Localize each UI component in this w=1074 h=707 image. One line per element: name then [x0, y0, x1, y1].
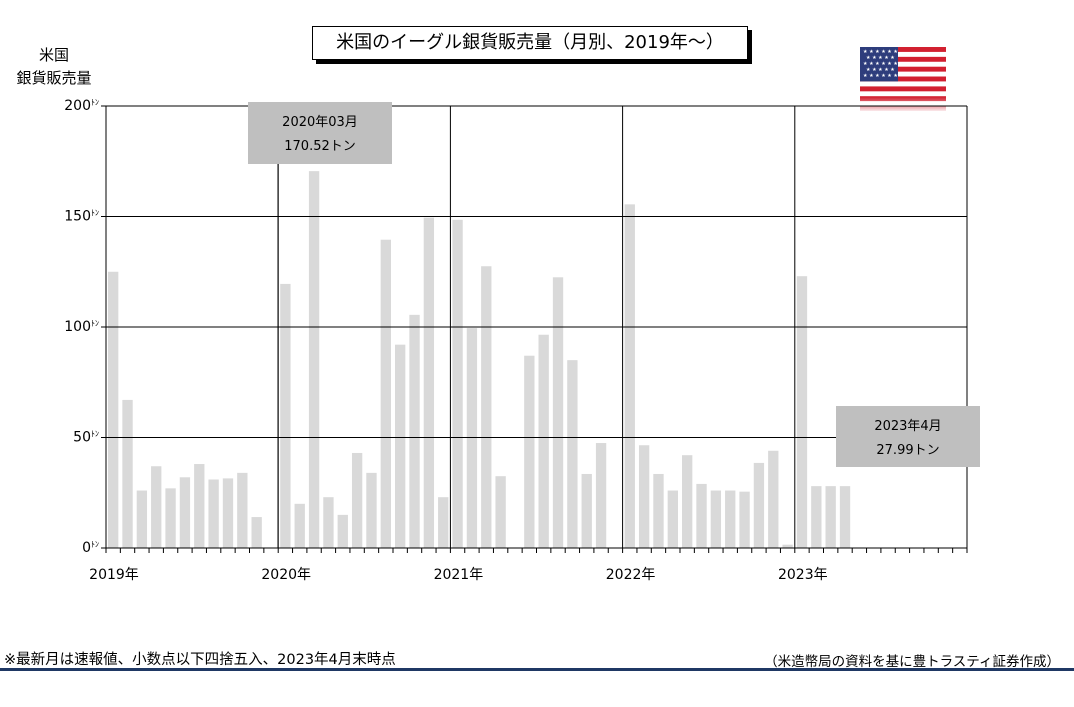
bar-2020-01	[280, 283, 291, 548]
bar-2022-04	[667, 490, 678, 548]
bar-2021-10	[581, 473, 592, 548]
annotation-date: 2023年4月	[874, 419, 941, 434]
bar-2020-10	[409, 314, 420, 548]
bar-2023-01	[796, 276, 808, 548]
x-tick-label: 2020年	[261, 567, 311, 583]
bar-2021-06	[524, 355, 535, 548]
annotation-box	[836, 406, 980, 467]
bar-2023-03	[825, 486, 836, 548]
bar-2019-07	[194, 464, 205, 548]
annotation-box	[248, 102, 392, 164]
svg-text:★ ★ ★ ★ ★ ★: ★ ★ ★ ★ ★ ★	[863, 49, 898, 55]
bar-2022-05	[682, 455, 693, 548]
bar-2020-08	[380, 239, 391, 548]
bar-2021-02	[466, 328, 478, 548]
svg-text:★ ★ ★ ★ ★ ★: ★ ★ ★ ★ ★ ★	[863, 73, 898, 79]
y-tick-unit: ﾄﾝ	[91, 98, 99, 107]
bar-2021-01	[452, 219, 463, 548]
bar-2021-09	[567, 360, 578, 548]
bar-2022-06	[696, 483, 707, 548]
footer-rule	[0, 668, 1074, 671]
x-tick-label: 2022年	[606, 567, 656, 583]
y-tick-label: 50ﾄﾝ	[73, 430, 99, 446]
annotation-value: 170.52トン	[284, 139, 356, 154]
bar-2022-11	[768, 450, 779, 548]
bar-2021-03	[481, 266, 492, 548]
y-axis-label: 米国 銀貨販売量	[16, 46, 92, 87]
grid-layer	[106, 105, 968, 548]
svg-text:★ ★ ★ ★ ★: ★ ★ ★ ★ ★	[866, 67, 895, 73]
footnote-source: （米造幣局の資料を基に豊トラスティ証券作成）	[764, 654, 1060, 670]
bar-2019-06	[179, 477, 191, 548]
x-tick-label: 2019年	[89, 567, 139, 583]
bar-2021-11	[595, 443, 607, 548]
bar-2022-01	[624, 204, 635, 548]
x-tick-label: 2023年	[778, 567, 828, 583]
bar-2020-07	[366, 472, 377, 548]
bar-2023-02	[811, 486, 822, 548]
chart-title: 米国のイーグル銀貨販売量（月別、2019年～）	[312, 26, 748, 60]
footnote-note: ※最新月は速報値、小数点以下四捨五入、2023年4月末時点	[4, 652, 396, 668]
annotation-value: 27.99トン	[876, 443, 939, 458]
x-axis: 2019年 2020年 2021年 2022年 2023年	[89, 547, 968, 583]
bar-2019-01	[108, 271, 119, 548]
annotation-date: 2020年03月	[282, 115, 358, 130]
svg-text:★ ★ ★ ★ ★ ★: ★ ★ ★ ★ ★ ★	[863, 61, 898, 67]
y-tick-label: 200ﾄﾝ	[64, 98, 99, 114]
y-tick-label: 100ﾄﾝ	[64, 319, 99, 335]
x-tick-label: 2021年	[434, 567, 484, 583]
bar-2019-10	[237, 472, 248, 548]
bar-2020-04	[323, 497, 334, 548]
bar-2021-04	[495, 476, 506, 548]
bar-2019-02	[122, 399, 133, 548]
bar-2019-03	[136, 490, 148, 548]
bar-2022-12	[782, 544, 793, 548]
bar-2020-06	[351, 452, 363, 548]
bar-2020-09	[395, 344, 406, 548]
annotations-layer: 2020年03月 170.52トン 2023年4月 27.99トン	[248, 102, 980, 548]
bar-2020-05	[337, 514, 348, 548]
y-tick-unit: ﾄﾝ	[91, 430, 99, 439]
y-tick-label: 0ﾄﾝ	[82, 540, 99, 556]
bar-2022-10	[753, 462, 765, 548]
bar-2019-05	[165, 488, 176, 548]
flag-canton	[860, 47, 898, 82]
bar-2019-09	[222, 478, 234, 548]
bar-2022-02	[638, 445, 650, 548]
bar-2021-07	[538, 334, 549, 548]
bar-2021-08	[552, 277, 564, 548]
svg-text:★ ★ ★ ★ ★: ★ ★ ★ ★ ★	[866, 55, 895, 61]
flag-stars: ★ ★ ★ ★ ★ ★ ★ ★ ★ ★ ★ ★ ★ ★ ★ ★ ★ ★ ★ ★ …	[863, 49, 898, 79]
bar-2020-12	[438, 497, 449, 548]
us-flag-icon: ★ ★ ★ ★ ★ ★ ★ ★ ★ ★ ★ ★ ★ ★ ★ ★ ★ ★ ★ ★ …	[860, 47, 946, 111]
bar-2019-04	[151, 466, 162, 548]
bar-2022-09	[739, 491, 750, 548]
y-tick-label: 150ﾄﾝ	[64, 209, 99, 225]
bar-2022-03	[653, 473, 664, 548]
bar-2023-04	[839, 486, 851, 548]
bar-2019-11	[251, 517, 262, 548]
bar-2019-08	[208, 479, 219, 548]
bar-2020-03	[308, 171, 320, 548]
y-axis: 0ﾄﾝ 50ﾄﾝ 100ﾄﾝ 150ﾄﾝ 200ﾄﾝ	[64, 98, 107, 556]
bar-2022-08	[725, 490, 736, 548]
y-tick-unit: ﾄﾝ	[91, 209, 99, 218]
y-tick-unit: ﾄﾝ	[91, 540, 99, 549]
bar-2020-02	[294, 503, 305, 548]
bars-layer	[108, 171, 851, 549]
bar-2020-11	[423, 217, 435, 549]
y-tick-unit: ﾄﾝ	[91, 319, 99, 328]
bar-2022-07	[710, 490, 722, 548]
